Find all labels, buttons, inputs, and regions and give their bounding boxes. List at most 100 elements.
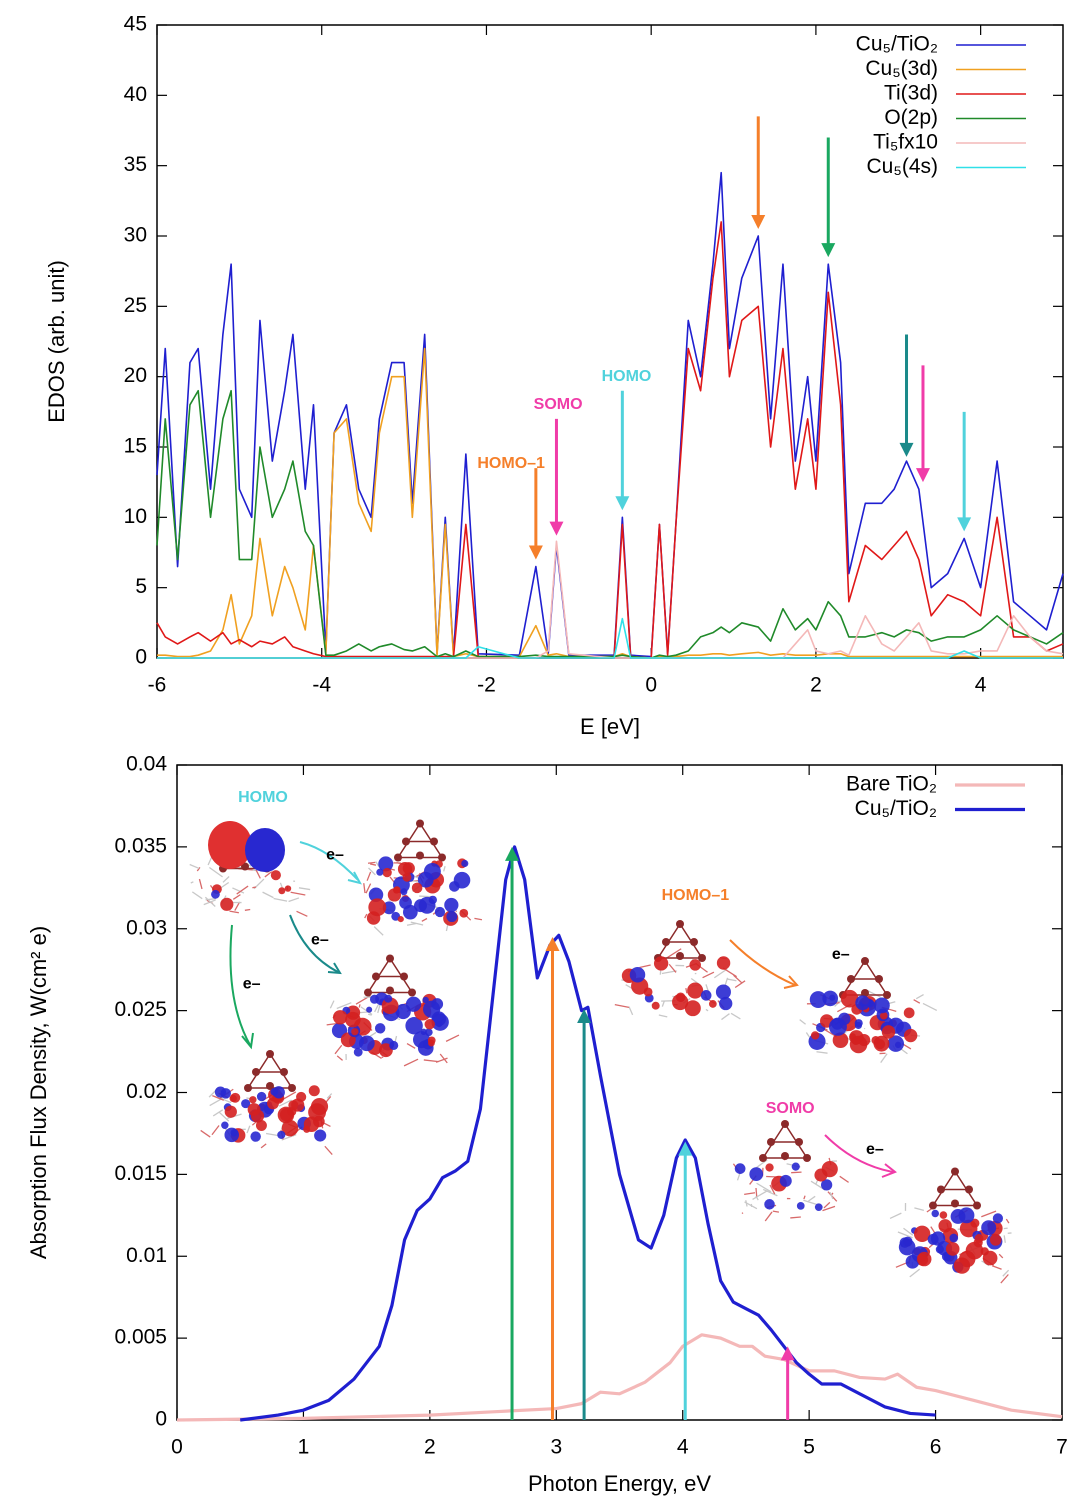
bond	[279, 882, 283, 888]
bond	[727, 978, 737, 982]
orbital-lobe	[446, 911, 458, 923]
bond	[236, 885, 249, 895]
orbital-lobe	[903, 1028, 918, 1043]
bond	[1002, 1269, 1010, 1277]
bond	[803, 1199, 818, 1206]
legend-label: Cu₅(3d)	[865, 57, 938, 80]
y-tick-label: 0	[155, 1408, 167, 1431]
orbital-lobe	[382, 867, 392, 878]
bond	[823, 1201, 831, 1209]
bond	[207, 856, 213, 866]
orbital-lobe	[378, 1043, 393, 1058]
orbital-lobe	[397, 861, 413, 877]
molecule-image	[363, 819, 483, 936]
transfer-arrow-head	[347, 871, 362, 885]
bond	[791, 1171, 802, 1174]
bond	[705, 1008, 709, 1012]
arrow-head	[751, 214, 766, 229]
orbital-lobe	[277, 1130, 286, 1139]
bond	[204, 896, 216, 908]
orbital-lobe	[345, 1011, 361, 1028]
bond	[1005, 1218, 1010, 1224]
bond	[913, 999, 921, 1004]
bond	[222, 876, 230, 883]
bond	[282, 1091, 297, 1101]
orbital-lobe	[250, 1131, 261, 1142]
transfer-arrow-head	[881, 1163, 897, 1178]
molecule-image	[326, 954, 460, 1067]
legend-label: Cu₅/TiO₂	[855, 797, 937, 820]
bond	[369, 863, 377, 866]
orbital-lobe	[684, 1000, 701, 1017]
orbital-lobe	[374, 1023, 386, 1034]
orbital-lobe	[708, 1000, 717, 1008]
annotation: HOMO	[238, 789, 288, 806]
bond	[805, 1032, 811, 1038]
bond	[445, 1034, 460, 1042]
bond	[336, 1002, 352, 1010]
cu-bonds	[246, 1052, 294, 1089]
bond	[922, 1002, 938, 1011]
orbital-lobe	[314, 1129, 327, 1142]
bond	[326, 1022, 339, 1026]
orbital-lobe	[405, 1017, 423, 1035]
bond	[212, 1109, 224, 1117]
bond	[255, 869, 261, 879]
orbital-lobe	[376, 868, 384, 876]
x-axis-label: Photon Energy, eV	[528, 1471, 711, 1496]
orbital-lobe	[245, 828, 285, 872]
orbital-lobe	[368, 898, 387, 917]
orbital-lobe	[427, 1036, 436, 1045]
bond	[196, 867, 201, 872]
orbital-lobe	[629, 966, 646, 983]
cu-bonds	[366, 957, 414, 994]
bond	[410, 921, 424, 926]
bond	[628, 1006, 634, 1016]
bond	[713, 968, 728, 979]
orbital-lobe	[765, 1163, 774, 1172]
orbital-lobe	[270, 870, 281, 881]
orbital-lobe	[651, 1001, 660, 1010]
orbital-lobe	[221, 1121, 229, 1129]
orbital-lobe	[935, 1245, 944, 1254]
legend-label: O(2p)	[884, 106, 938, 129]
transfer-arrow	[229, 924, 251, 1046]
cu-bonds	[841, 959, 889, 996]
y-tick-label: 40	[124, 83, 147, 106]
transfer-arrow	[289, 914, 339, 973]
series-line	[240, 845, 936, 1422]
orbital-lobe	[353, 1047, 363, 1057]
arrow-head	[545, 936, 560, 951]
bond	[1003, 1235, 1006, 1243]
cu-bonds	[656, 922, 704, 959]
cu-atom	[386, 986, 394, 995]
orbital-lobe	[981, 1220, 997, 1236]
bond	[903, 1227, 914, 1236]
orbital-lobe	[873, 1035, 890, 1052]
transfer-arrow-head	[241, 1032, 254, 1050]
orbital-lobe	[809, 991, 827, 1009]
orbital-lobe	[413, 1031, 431, 1049]
y-tick-label: 30	[124, 224, 147, 247]
cu-atom	[781, 1152, 789, 1160]
series-line	[176, 1333, 1063, 1422]
orbital-lobe	[672, 993, 689, 1011]
bond	[658, 1014, 668, 1018]
bond	[218, 1111, 230, 1122]
bond	[661, 1000, 665, 1007]
orbital-lobe	[855, 995, 871, 1011]
y-tick-label: 20	[124, 364, 147, 387]
orbital-lobe	[840, 989, 859, 1008]
arrow-head	[780, 1346, 795, 1361]
orbital-lobe	[358, 1035, 375, 1052]
series-line	[156, 221, 1064, 659]
bond	[234, 901, 241, 911]
transfer-arrow-head	[783, 975, 799, 989]
bond	[189, 863, 200, 870]
orbital-lobe	[423, 862, 441, 880]
bond	[755, 1187, 758, 1197]
series-line	[157, 347, 1063, 659]
bond	[897, 1231, 913, 1239]
